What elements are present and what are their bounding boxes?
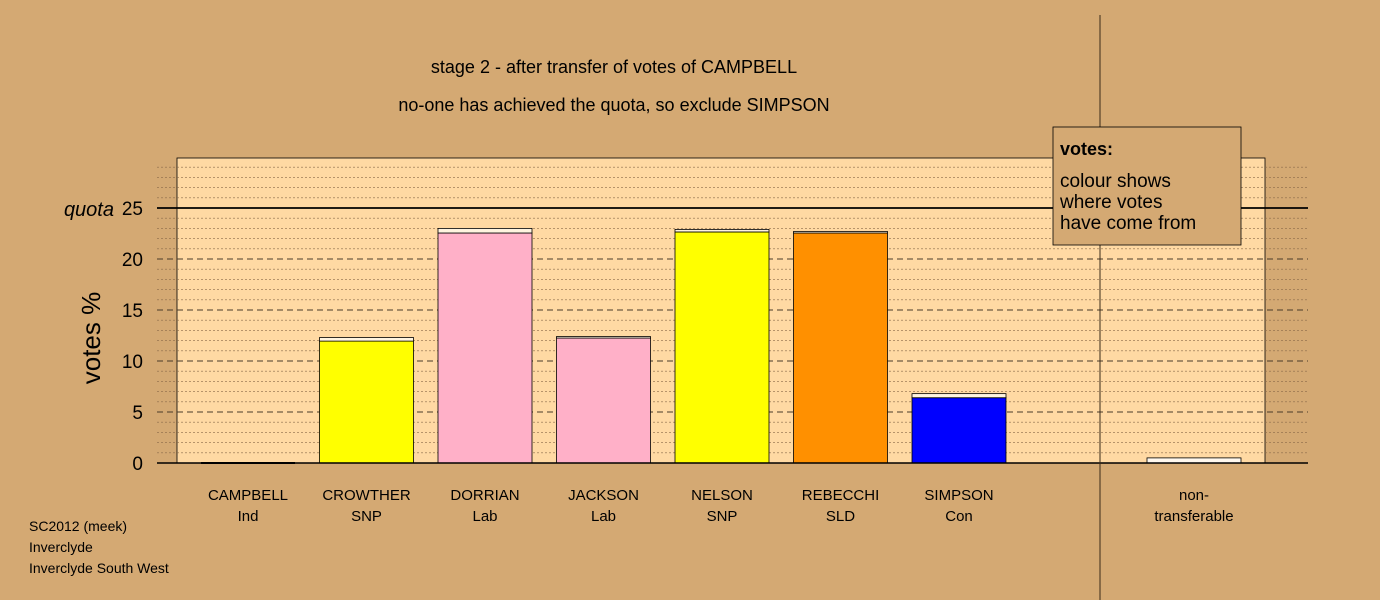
legend-line-1: colour shows	[1060, 171, 1171, 192]
x-tick-party-label: SNP	[707, 508, 738, 525]
x-tick-label: SIMPSON	[924, 487, 993, 504]
legend: votes: colour shows where votes have com…	[1052, 126, 1242, 246]
x-tick-party-label: Lab	[591, 508, 616, 525]
x-tick-label: non-	[1179, 487, 1209, 504]
bar	[437, 232, 533, 464]
y-tick-label: 15	[122, 301, 143, 322]
x-tick-label: transferable	[1154, 508, 1233, 525]
x-tick-party-label: SLD	[826, 508, 855, 525]
chart-subtitle: no-one has achieved the quota, so exclud…	[398, 95, 829, 115]
meta-method: SC2012 (meek)	[29, 518, 128, 534]
quota-label: quota	[64, 199, 114, 221]
bar	[556, 337, 651, 464]
bar-transfer-segment	[437, 227, 533, 234]
y-tick-label: 0	[132, 454, 143, 475]
bar-nontransferable	[1146, 457, 1242, 464]
legend-line-3: have come from	[1060, 213, 1196, 234]
legend-line-2: where votes	[1059, 192, 1162, 213]
bar-transfer-segment	[793, 231, 888, 234]
y-tick-label: 20	[122, 250, 143, 271]
bar-transfer-segment	[556, 336, 651, 339]
y-tick-label: 10	[122, 352, 143, 373]
y-tick-label: 25	[122, 199, 143, 220]
bars	[201, 227, 1242, 464]
meta-info: SC2012 (meek) Inverclyde Inverclyde Sout…	[29, 516, 169, 579]
chart-title: stage 2 - after transfer of votes of CAM…	[431, 57, 797, 77]
x-tick-party-label: Ind	[238, 508, 259, 525]
legend-box	[1052, 126, 1242, 246]
x-tick-label: CROWTHER	[322, 487, 410, 504]
x-axis-labels: CAMPBELL Ind CROWTHER SNP DORRIAN Lab JACKSON L…	[208, 487, 1234, 525]
bar	[793, 232, 888, 464]
x-tick-label: DORRIAN	[450, 487, 519, 504]
bar-transfer-segment	[911, 393, 1007, 399]
x-tick-label: JACKSON	[568, 487, 639, 504]
meta-ward: Inverclyde South West	[29, 560, 169, 576]
x-tick-party-label: SNP	[351, 508, 382, 525]
y-tick-label: 5	[132, 403, 143, 424]
x-tick-label: REBECCHI	[802, 487, 880, 504]
bar-transfer-segment	[674, 229, 770, 233]
bar	[911, 397, 1007, 464]
bar	[674, 231, 770, 464]
legend-title: votes:	[1060, 139, 1113, 159]
x-tick-party-label: Con	[945, 508, 973, 525]
y-axis-label: votes %	[76, 292, 106, 385]
bar-transfer-segment	[319, 337, 414, 342]
bar	[319, 340, 414, 464]
y-axis: 0 5 10 15 20 25	[122, 199, 143, 475]
meta-council: Inverclyde	[29, 539, 93, 555]
x-tick-label: CAMPBELL	[208, 487, 288, 504]
x-tick-party-label: Lab	[472, 508, 497, 525]
x-tick-label: NELSON	[691, 487, 753, 504]
